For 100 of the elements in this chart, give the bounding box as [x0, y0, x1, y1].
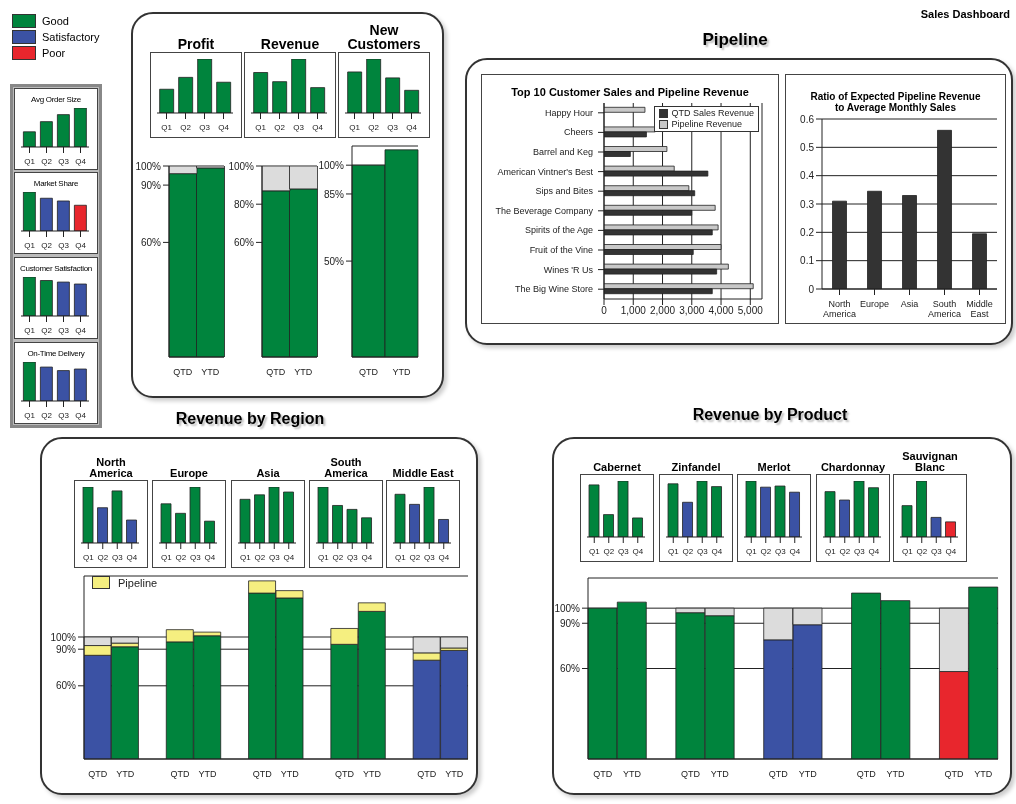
- x-tick-label: Q4: [945, 547, 957, 556]
- x-tick-label: QTD: [266, 367, 286, 377]
- chart-title: Avg Order Size: [30, 93, 82, 104]
- y-tick-label: 80%: [233, 198, 255, 210]
- x-tick-label: Q1: [588, 547, 601, 556]
- x-tick-label: Q1: [82, 553, 95, 562]
- y-tick-label: The Beverage Company: [495, 205, 594, 216]
- y-tick-label: Barrel and Keg: [532, 147, 593, 157]
- x-tick-label: QTD: [768, 769, 789, 779]
- x-tick-label: YTD: [116, 769, 135, 779]
- legend-label: Pipeline: [118, 576, 158, 589]
- x-tick-label: Q1: [745, 547, 758, 556]
- x-tick-label: 0: [601, 305, 608, 317]
- category-label: Poor: [42, 47, 66, 59]
- y-tick-label: 90%: [140, 179, 162, 191]
- x-tick-label: Q1: [667, 547, 680, 556]
- x-tick-label: Q2: [916, 547, 928, 556]
- x-tick-label: Q2: [760, 547, 772, 556]
- chart-title: Sauvignan Blanc: [901, 448, 959, 474]
- chart-title: Chardonnay: [819, 460, 887, 474]
- x-tick-label: Q4: [312, 123, 324, 132]
- category-label: Satisfactory: [42, 31, 100, 43]
- x-tick-label: Q4: [75, 411, 87, 420]
- x-tick-label: Q2: [41, 241, 53, 250]
- x-tick-label: QTD: [417, 769, 437, 779]
- y-tick-label: Wines 'R Us: [543, 264, 594, 275]
- y-tick-label: Sips and Bites: [535, 186, 594, 197]
- x-tick-label: YTD: [363, 769, 382, 779]
- x-tick-label: QTD: [593, 769, 613, 779]
- chart-title: Top 10 Customer Sales and Pipeline Revenue: [510, 85, 750, 99]
- x-tick-label: Q1: [901, 547, 914, 556]
- x-tick-label: QTD: [359, 367, 379, 377]
- chart-title: Merlot: [756, 460, 792, 474]
- x-tick-label: Q2: [97, 553, 109, 562]
- text: Revenue by Product: [691, 406, 849, 424]
- chart-title: Asia: [255, 466, 281, 480]
- x-tick-label: Q4: [283, 553, 295, 562]
- y-tick-label: 60%: [140, 236, 162, 248]
- y-tick-label: 100%: [554, 602, 581, 614]
- x-tick-label: YTD: [798, 769, 818, 779]
- x-tick-label: YTD: [198, 769, 217, 779]
- x-tick-label: Q4: [126, 553, 138, 562]
- legend-label: Pipeline Revenue: [671, 119, 743, 130]
- x-tick-label: 1,000: [620, 305, 647, 317]
- text: Pipeline: [701, 30, 769, 50]
- x-tick-label: QTD: [944, 769, 965, 779]
- y-tick-label: 60%: [559, 663, 581, 675]
- text: Revenue by Region: [174, 410, 326, 428]
- y-tick-label: 90%: [559, 617, 581, 629]
- x-tick-label: YTD: [886, 769, 905, 779]
- y-tick-label: American Vintner's Best: [497, 166, 594, 177]
- x-tick-label: YTD: [622, 769, 642, 779]
- x-tick-label: Q4: [218, 123, 230, 132]
- chart-title: Cabernet: [592, 460, 642, 474]
- x-tick-label: QTD: [252, 769, 273, 779]
- x-tick-label: 2,000: [650, 305, 676, 317]
- x-tick-label: Q3: [268, 553, 281, 562]
- y-tick-label: 100%: [318, 159, 345, 171]
- x-tick-label: Q1: [24, 157, 36, 166]
- x-tick-label: Q2: [254, 553, 266, 562]
- y-tick-label: 0.3: [800, 198, 815, 210]
- x-tick-label: Q3: [930, 547, 943, 556]
- chart-title: Customer Satisfaction: [19, 262, 93, 273]
- x-tick-label: Q2: [180, 123, 192, 132]
- x-tick-label: Q3: [58, 326, 70, 335]
- x-tick-label: Q2: [839, 547, 851, 556]
- x-tick-label: Q3: [346, 553, 359, 562]
- x-tick-label: QTD: [681, 769, 701, 779]
- x-tick-label: QTD: [88, 769, 108, 779]
- x-tick-label: Q4: [632, 547, 644, 556]
- x-tick-label: 5,000: [737, 305, 764, 317]
- category-label: Good: [42, 15, 69, 27]
- x-tick-label: Q2: [41, 157, 53, 166]
- x-tick-label: Q4: [406, 123, 418, 132]
- x-tick-label: South America: [927, 299, 962, 319]
- x-tick-label: YTD: [974, 769, 993, 779]
- y-tick-label: 0.4: [800, 170, 815, 182]
- x-tick-label: QTD: [856, 769, 877, 779]
- y-tick-label: Cheers: [563, 127, 594, 138]
- x-tick-label: Q3: [199, 123, 211, 132]
- chart-title: Revenue: [259, 35, 321, 53]
- chart-title: On-Time Delivery: [26, 347, 86, 358]
- x-tick-label: YTD: [445, 769, 464, 779]
- x-tick-label: Q3: [58, 411, 70, 420]
- chart-title: Europe: [169, 466, 209, 480]
- x-tick-label: YTD: [294, 367, 313, 377]
- x-tick-label: QTD: [170, 769, 190, 779]
- x-tick-label: Q2: [603, 547, 615, 556]
- x-tick-label: YTD: [392, 367, 411, 377]
- y-tick-label: Fruit of the Vine: [529, 245, 593, 255]
- x-tick-label: Q2: [274, 123, 286, 132]
- y-tick-label: Spirits of the Age: [524, 225, 593, 236]
- y-tick-label: 0: [808, 283, 815, 295]
- x-tick-label: Q3: [774, 547, 787, 556]
- x-tick-label: Q1: [317, 553, 330, 562]
- x-tick-label: 4,000: [708, 305, 734, 317]
- x-tick-label: YTD: [201, 367, 220, 377]
- y-tick-label: 60%: [55, 680, 77, 692]
- x-tick-label: Q3: [696, 547, 709, 556]
- x-tick-label: Q2: [409, 553, 421, 562]
